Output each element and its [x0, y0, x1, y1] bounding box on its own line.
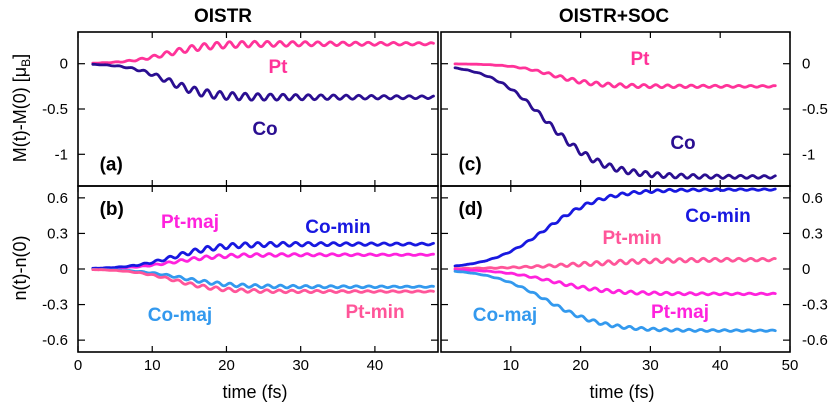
series-co-min-line-b — [91, 240, 435, 270]
panel-c: 0 -0.5 -1 Pt Co (c) — [440, 31, 828, 187]
series-label-pt-min-d: Pt-min — [602, 228, 661, 249]
xtick-label: 20 — [218, 357, 235, 374]
panel-label-c: (c) — [458, 154, 481, 175]
ytick-label: -0.5 — [42, 101, 68, 118]
series-pt-maj-line-d — [453, 268, 777, 297]
xtick-label: 10 — [502, 357, 519, 374]
series-label-co-min-d: Co-min — [685, 206, 750, 227]
series-co-line-c — [453, 66, 777, 180]
ytick-label: 0 — [60, 261, 68, 278]
panel-b: 0.6 0.3 0 -0.3 -0.6 0 10 20 30 40 Pt-maj Co-min Co-m… — [42, 185, 439, 374]
title-left: OISTR — [194, 6, 252, 27]
ytick-label: -0.3 — [802, 297, 828, 314]
ylabel-top: M(t)-M(0) [μB] — [10, 54, 33, 162]
series-co-maj-line-b — [91, 267, 435, 290]
xtick-label: 10 — [144, 357, 161, 374]
series-label-co-c: Co — [670, 133, 695, 154]
series-label-co-a: Co — [252, 119, 277, 140]
series-label-pt-maj-d: Pt-maj — [651, 302, 709, 323]
ytick-label: -0.6 — [42, 332, 68, 349]
series-label-co-maj-d: Co-maj — [473, 305, 537, 326]
xtick-label: 40 — [367, 357, 384, 374]
series-co-maj-line-d — [453, 269, 777, 333]
panel-a: 0 -0.5 -1 Pt Co (a) — [42, 31, 439, 187]
series-co-min-line-d — [453, 187, 777, 268]
xtick-label: 40 — [712, 357, 729, 374]
panel-label-d: (d) — [458, 199, 482, 220]
xlabel-left: time (fs) — [223, 382, 288, 402]
ytick-label: 0.6 — [47, 190, 68, 207]
ytick-label: -0.3 — [42, 297, 68, 314]
ytick-label: 0 — [60, 56, 68, 73]
ytick-label: -1 — [55, 146, 68, 163]
series-label-co-maj-b: Co-maj — [148, 305, 212, 326]
xtick-label: 30 — [292, 357, 309, 374]
xtick-label: 50 — [782, 357, 799, 374]
ytick-label: 0 — [802, 261, 810, 278]
panel-label-a: (a) — [100, 154, 123, 175]
series-label-pt-min-b: Pt-min — [345, 302, 404, 323]
xtick-label: 30 — [642, 357, 659, 374]
panel-c-frame — [440, 31, 791, 187]
ytick-label: 0 — [802, 56, 810, 73]
ytick-label: 0.3 — [47, 225, 68, 242]
series-co-line-a — [91, 62, 435, 102]
series-label-pt-c: Pt — [631, 49, 651, 70]
title-right: OISTR+SOC — [559, 6, 670, 27]
ytick-label: -1 — [802, 146, 815, 163]
panel-b-frame — [77, 185, 439, 353]
ytick-label: 0.3 — [802, 225, 823, 242]
series-pt-min-line-b — [91, 268, 435, 295]
ytick-label: -0.5 — [802, 101, 828, 118]
panels: 0 -0.5 -1 Pt Co (a) 0.6 0.3 0 -0.3 -0.6 0 10 20 30 40 Pt… — [42, 31, 828, 374]
xlabel-right: time (fs) — [590, 382, 655, 402]
series-pt-line-a — [91, 39, 435, 65]
ylabel-bottom: n(t)-n(0) — [10, 235, 30, 300]
series-label-co-min-b: Co-min — [305, 217, 370, 238]
series-pt-min-line-d — [453, 256, 777, 271]
ytick-label: 0.6 — [802, 190, 823, 207]
series-pt-line-c — [453, 62, 777, 90]
panel-d: 0.6 0.3 0 -0.3 -0.6 10 20 30 40 50 Co-min Pt-min Pt-… — [440, 185, 828, 374]
panel-label-b: (b) — [100, 199, 124, 220]
panel-a-frame — [77, 31, 439, 187]
series-pt-maj-line-b — [91, 252, 435, 271]
xtick-label: 20 — [572, 357, 589, 374]
xtick-label: 0 — [74, 357, 82, 374]
ytick-label: -0.6 — [802, 332, 828, 349]
series-label-pt-maj-b: Pt-maj — [161, 212, 219, 233]
series-label-pt-a: Pt — [269, 57, 289, 78]
